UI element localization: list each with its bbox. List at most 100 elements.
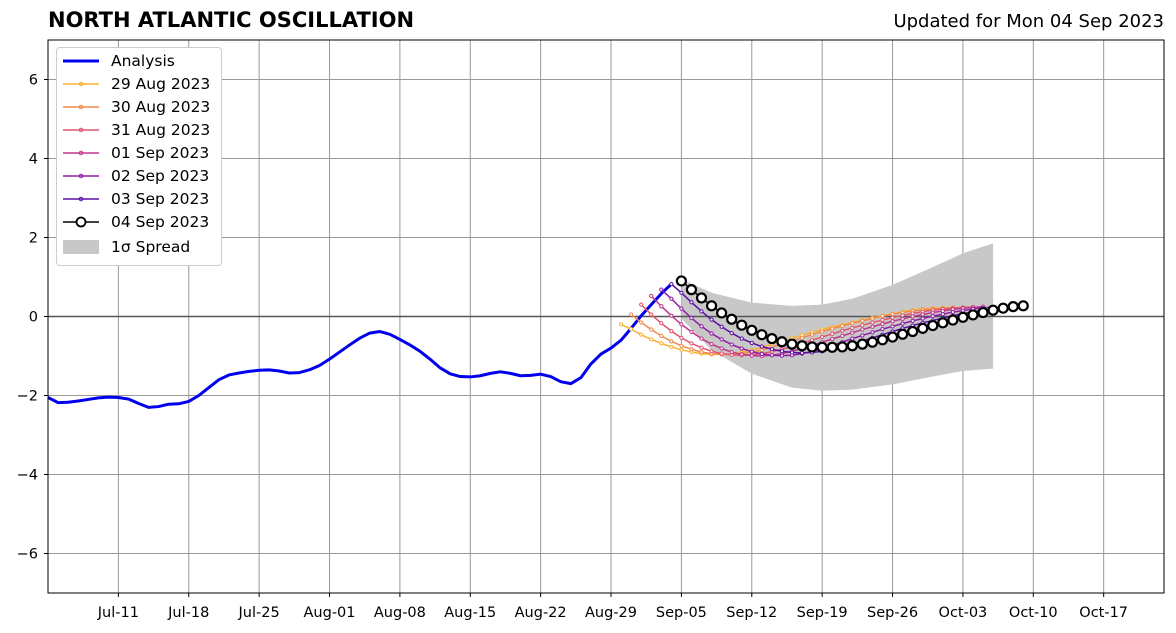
forecast-point [870,330,875,335]
legend-swatch-31aug [63,127,99,133]
forecast-point [967,309,979,321]
forecast-point [699,309,704,314]
forecast-point [679,290,684,295]
forecast-point [1017,300,1029,312]
forecast-point [866,336,879,348]
forecast-point [726,313,738,325]
forecast-point [719,324,724,329]
forecast-point [649,312,654,317]
forecast-point [736,319,748,331]
forecast-point [927,319,939,332]
forecast-point [749,340,754,346]
forecast-point [860,318,865,323]
forecast-point [739,352,744,357]
forecast-point [840,328,845,333]
x-tick-label: Jul-11 [97,605,139,621]
legend: Analysis 29 Aug 2023 30 Aug 2023 31 Aug … [56,47,222,266]
forecast-point [679,306,684,311]
forecast-point [659,287,664,292]
forecast-point [799,350,805,355]
legend-label: 30 Aug 2023 [111,98,211,116]
forecast-point [820,329,825,334]
forecast-point [890,324,895,329]
legend-item-03sep: 03 Sep 2023 [63,188,223,210]
forecast-point [709,342,714,347]
forecast-point [669,313,674,318]
forecast-point [709,331,714,336]
forecast-point [759,351,764,357]
forecast-point [880,317,885,323]
legend-label: 03 Sep 2023 [111,190,210,208]
forecast-point [907,325,919,338]
forecast-point [669,282,674,287]
legend-item-analysis: Analysis [63,50,223,72]
forecast-point [910,318,915,323]
forecast-point [649,337,654,342]
forecast-point [816,341,828,353]
analysis-line [47,283,673,409]
forecast-point [947,314,959,326]
forecast-point [789,350,795,355]
forecast-point [639,320,644,325]
forecast-point [896,328,909,340]
legend-swatch-analysis [63,59,99,63]
forecast-point [746,324,758,336]
forecast-point [659,304,664,309]
forecast-point [917,322,929,334]
x-tick-label: Aug-29 [585,605,637,621]
forecast-point [880,327,885,332]
forecast-point [679,343,684,348]
forecast-point [776,336,788,348]
forecast-point [739,336,744,341]
legend-swatch-03sep [63,196,99,202]
forecast-point [900,313,905,318]
forecast-series-layer [618,275,1029,359]
forecast-point [779,349,785,354]
forecast-point [886,331,899,343]
forecast-point [910,314,915,319]
x-tick-label: Aug-08 [374,605,426,621]
x-tick-label: Sep-19 [797,605,848,621]
forecast-point [930,314,935,319]
x-tick-label: Sep-26 [867,605,918,621]
forecast-point [629,312,634,317]
forecast-point [756,329,768,341]
forecast-point [779,353,785,358]
forecast-point [716,307,728,319]
legend-item-02sep: 02 Sep 2023 [63,165,223,187]
forecast-point [639,332,644,337]
updated-label: Updated for Mon 04 Sep 2023 [893,11,1164,32]
forecast-point [649,293,654,299]
forecast-point [930,310,935,315]
forecast-point [810,332,815,337]
forecast-point [920,316,925,321]
forecast-point [830,331,835,336]
forecast-point [685,284,698,296]
forecast-point [699,349,704,355]
forecast-point [699,336,704,341]
forecast-point [920,312,925,317]
legend-swatch-02sep [63,173,99,179]
forecast-point [689,300,694,305]
forecast-point [709,349,714,354]
forecast-point [659,321,664,326]
legend-label: 02 Sep 2023 [111,167,210,185]
forecast-point [860,333,865,338]
x-tick-label: Aug-01 [304,605,356,621]
forecast-point [880,314,885,319]
legend-item-30aug: 30 Aug 2023 [63,96,223,118]
forecast-point [876,334,889,346]
forecast-point [870,316,875,321]
legend-swatch-spread [63,240,99,254]
x-tick-label: Sep-12 [726,605,777,621]
forecast-point [769,353,774,358]
x-tick-label: Jul-25 [238,605,280,621]
forecast-point [689,315,694,321]
forecast-point [699,324,704,329]
forecast-point [618,322,624,327]
x-tick-label: Aug-22 [515,605,567,621]
forecast-point [729,330,734,336]
forecast-point [840,333,845,338]
forecast-point [669,344,674,350]
forecast-point [719,337,724,342]
